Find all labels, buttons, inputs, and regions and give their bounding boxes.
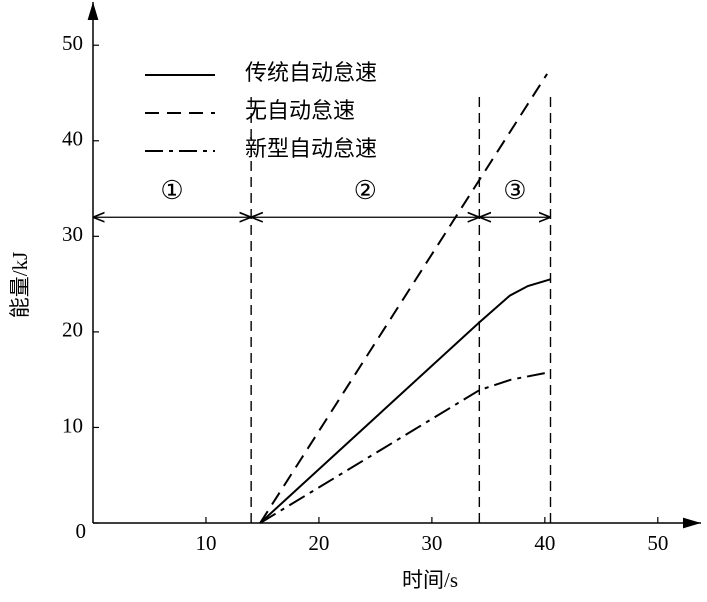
region-label: ② xyxy=(354,176,377,205)
x-tick-label: 30 xyxy=(421,531,442,555)
y-tick-label: 10 xyxy=(62,413,83,437)
region-label: ① xyxy=(160,176,183,205)
legend-label: 新型自动怠速 xyxy=(245,136,377,161)
series-line xyxy=(259,278,551,524)
series-line xyxy=(259,73,548,524)
legend-label: 无自动怠速 xyxy=(245,98,355,123)
legend-label: 传统自动怠速 xyxy=(245,60,377,85)
x-tick-label: 20 xyxy=(308,531,329,555)
y-axis-label: 能量/kJ xyxy=(8,252,32,319)
y-tick-label: 50 xyxy=(62,31,83,55)
y-tick-label: 30 xyxy=(62,222,83,246)
y-tick-label: 0 xyxy=(76,519,87,543)
y-tick-label: 40 xyxy=(62,127,83,151)
region-label: ③ xyxy=(503,176,526,205)
x-tick-label: 50 xyxy=(647,531,668,555)
y-tick-label: 20 xyxy=(62,318,83,342)
x-tick-label: 40 xyxy=(534,531,555,555)
x-tick-label: 10 xyxy=(195,531,216,555)
series-line xyxy=(259,371,551,524)
x-axis-label: 时间/s xyxy=(402,568,458,592)
